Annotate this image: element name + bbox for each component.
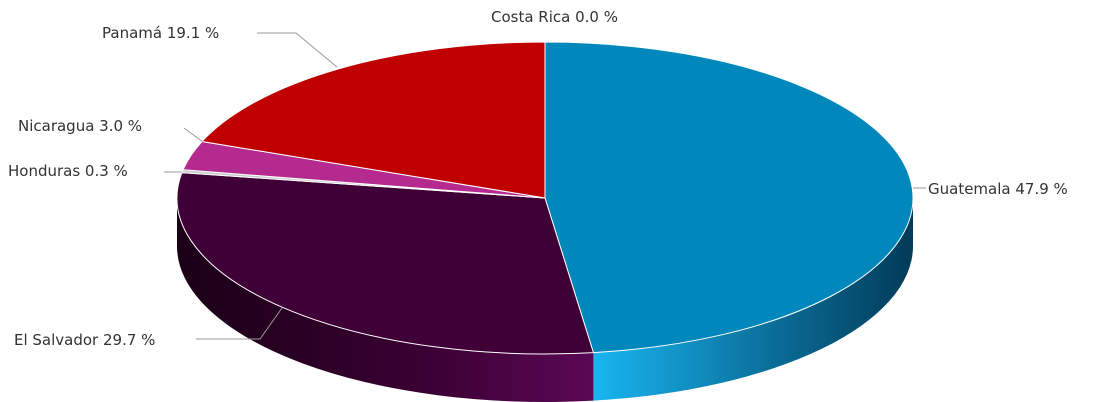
pie-side-guatemala (593, 198, 913, 401)
data-label-guatemala: Guatemala 47.9 % (928, 180, 1068, 198)
pie-slice-guatemala (544, 41, 914, 354)
pie-slice-el-salvador (176, 172, 595, 355)
data-label-el-salvador: El Salvador 29.7 % (14, 331, 155, 349)
leader-line-panama (257, 32, 338, 68)
pie-side-el-salvador (177, 198, 594, 402)
data-label-nicaragua: Nicaragua 3.0 % (18, 117, 142, 135)
pie-slice-panama (201, 41, 546, 199)
pie-sides (177, 198, 913, 402)
data-label-costa-rica: Costa Rica 0.0 % (491, 8, 618, 26)
leader-line-el-salvador (196, 307, 283, 340)
pie-slices (176, 41, 914, 355)
pie-labels: Guatemala 47.9 % El Salvador 29.7 % Hondur… (8, 8, 1068, 349)
data-label-panama: Panamá 19.1 % (102, 24, 219, 42)
data-label-honduras: Honduras 0.3 % (8, 162, 128, 180)
leader-line-nicaragua (183, 127, 204, 143)
